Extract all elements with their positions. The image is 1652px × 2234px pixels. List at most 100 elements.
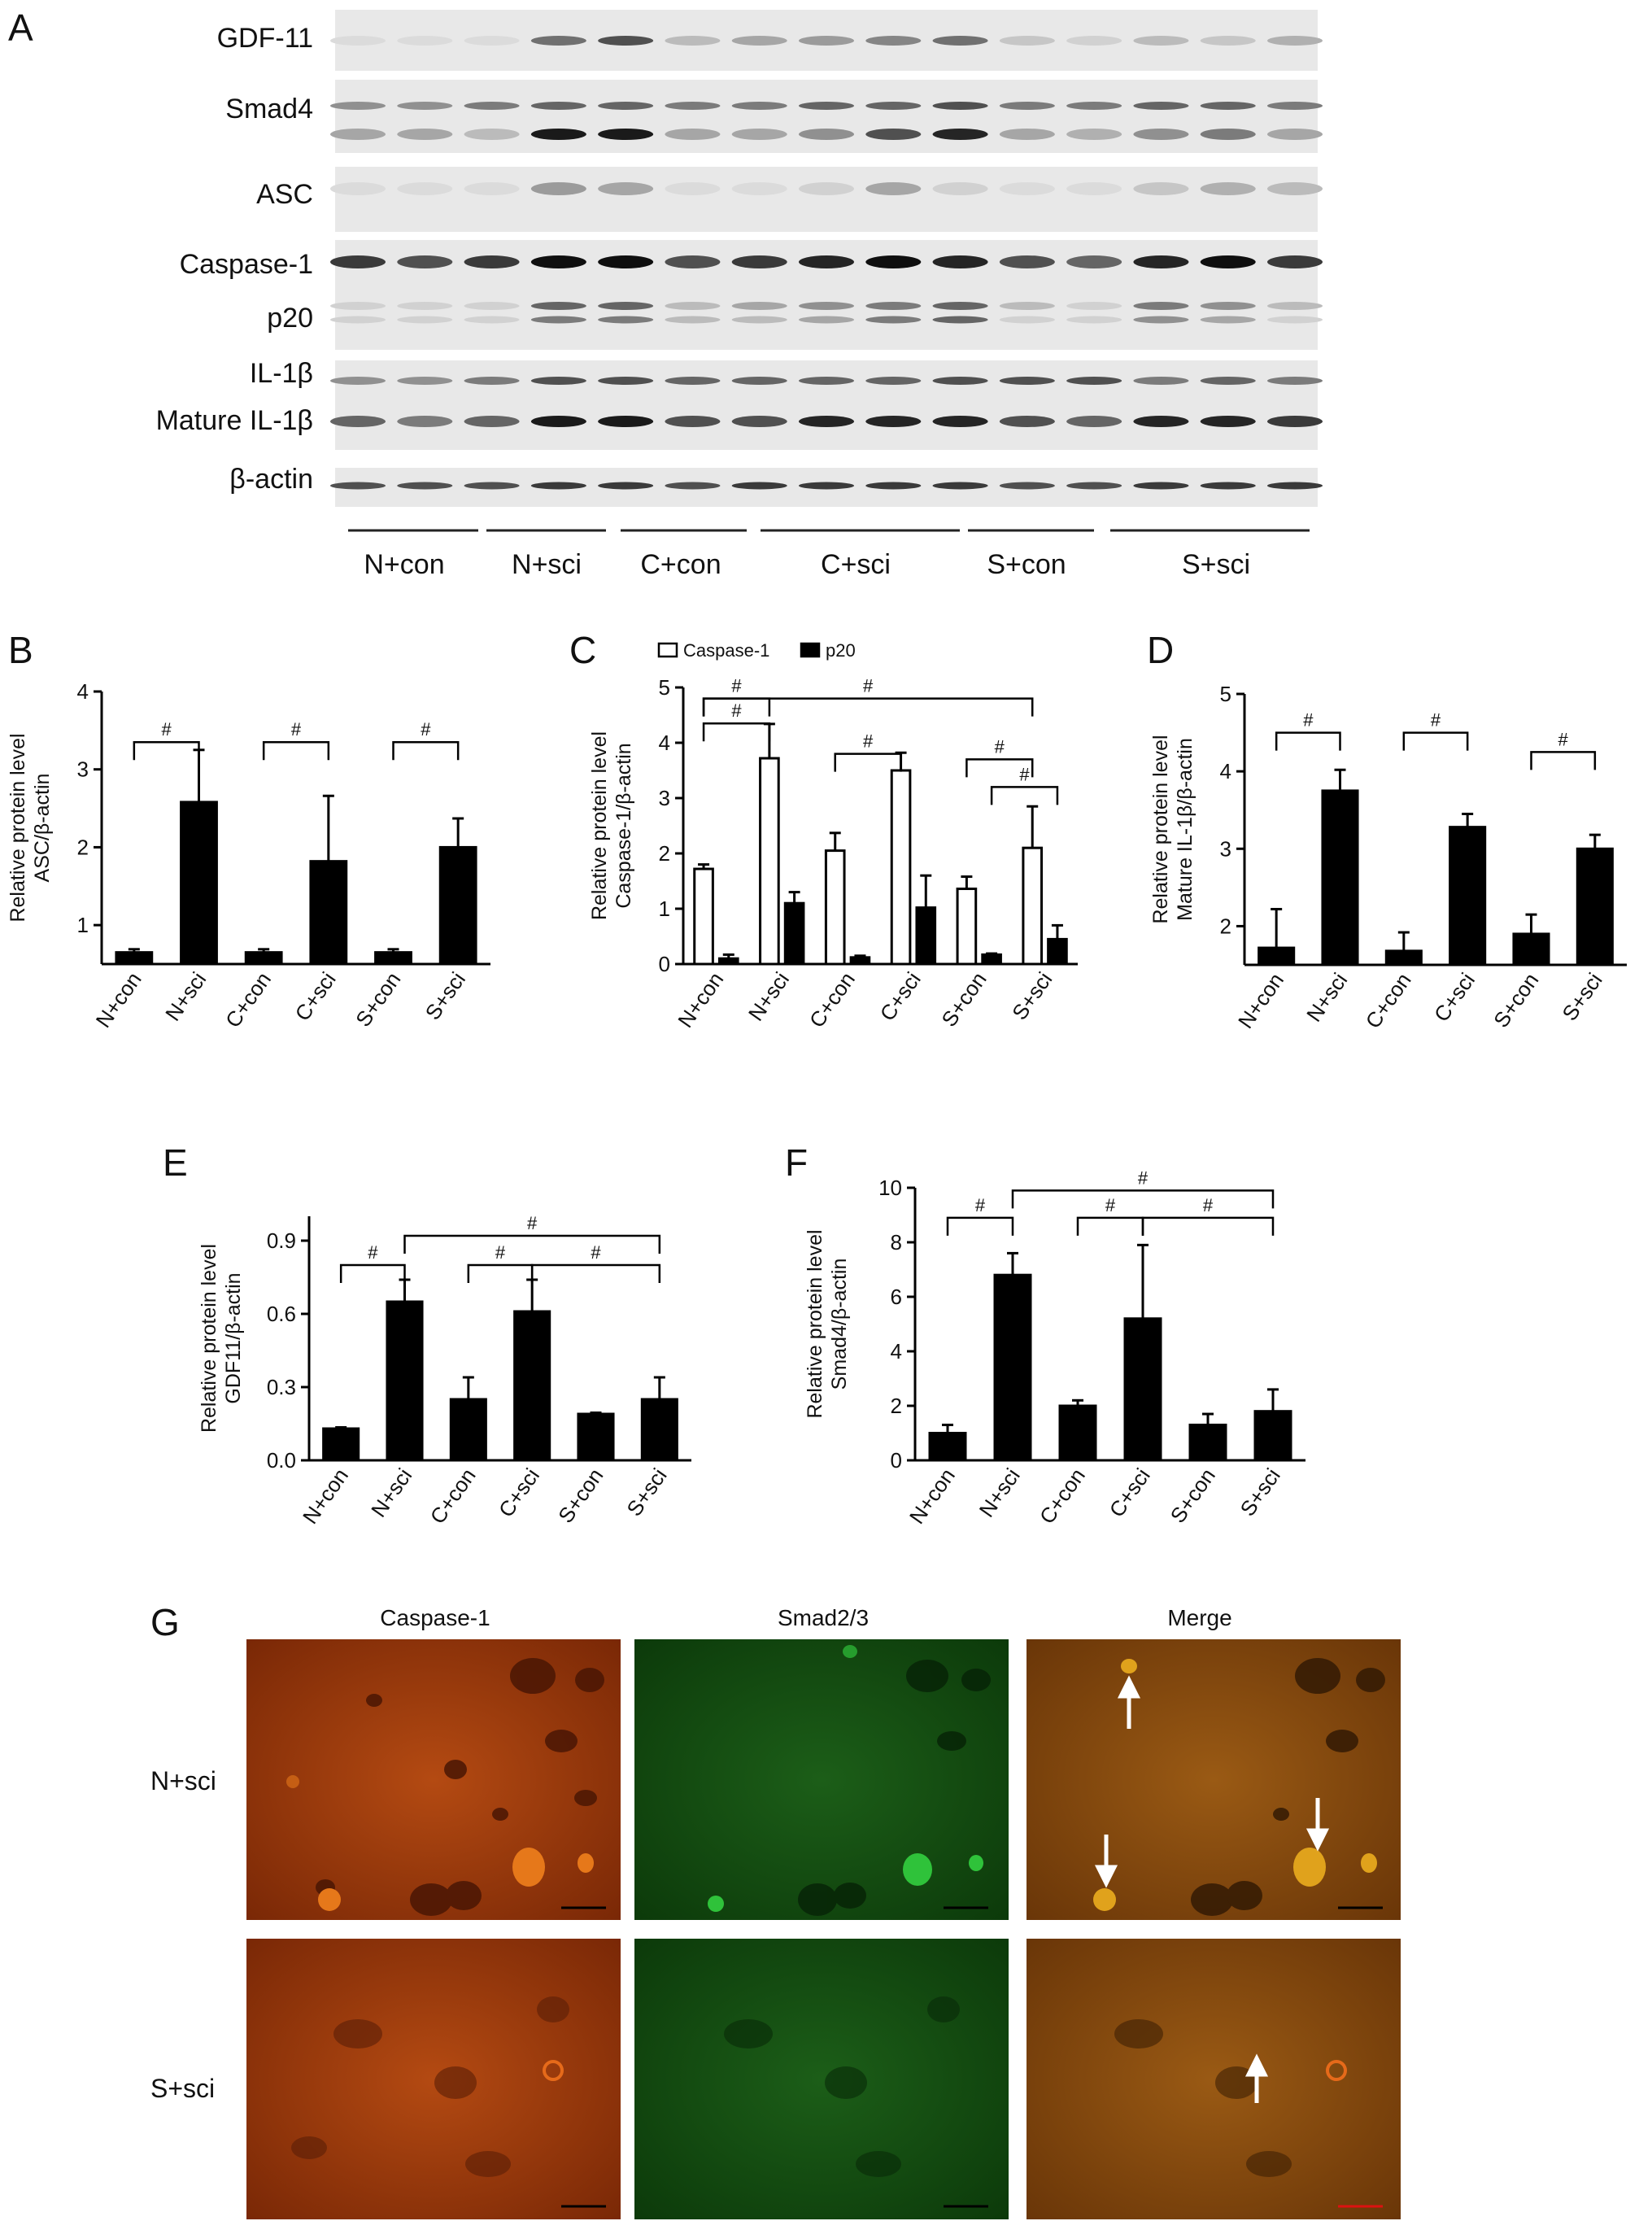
blot-band (598, 416, 654, 427)
significance-marker: # (1558, 729, 1569, 749)
blot-band (865, 102, 922, 110)
blot-band (330, 302, 386, 310)
bar (783, 901, 805, 966)
blot-band (665, 129, 721, 140)
x-tick-label: S+con (1489, 968, 1543, 1032)
blot-strips (330, 10, 1323, 507)
micrograph-cells (1326, 2060, 1347, 2081)
arrow-icon (1094, 1675, 1330, 1888)
y-tick-label: 4 (659, 731, 670, 755)
significance-marker: # (591, 1242, 601, 1263)
blot-band (330, 416, 386, 427)
blot-band (665, 316, 721, 324)
bar (1258, 946, 1296, 966)
bar (1449, 826, 1487, 966)
blot-band (799, 302, 854, 310)
micrograph-s-sci-smad23 (634, 1939, 1009, 2219)
panel-letter-g: G (150, 1601, 180, 1643)
group-label-s-con: S+con (987, 549, 1066, 580)
blot-band (799, 36, 854, 46)
x-tick-label: S+con (936, 967, 991, 1031)
panel-letter-f: F (785, 1141, 808, 1184)
blot-band (530, 182, 586, 195)
blot-band (464, 482, 520, 490)
x-tick-label: C+con (1361, 968, 1416, 1032)
bar (956, 888, 978, 966)
group-label-c-con: C+con (640, 549, 721, 580)
bar (890, 769, 912, 966)
bar (981, 953, 1002, 966)
blot-band (1200, 255, 1256, 268)
blot-band (598, 102, 654, 110)
bar (374, 951, 412, 966)
x-tick-label: S+con (1166, 1464, 1220, 1527)
bar (928, 1432, 967, 1462)
y-tick-label: 2 (891, 1394, 902, 1418)
blot-band (932, 129, 988, 140)
blot-band (799, 316, 854, 324)
blot-band (799, 129, 854, 140)
y-tick-label: 2 (77, 835, 89, 859)
blot-band (397, 182, 453, 195)
x-tick-label: S+sci (1007, 967, 1057, 1024)
blot-band (665, 36, 721, 46)
bar (1123, 1317, 1162, 1462)
bar (577, 1412, 615, 1462)
blot-band (932, 482, 988, 490)
bar (1022, 846, 1044, 966)
blot-band (865, 182, 922, 195)
significance-marker: # (1203, 1195, 1214, 1215)
row-label-s-sci: S+sci (150, 2074, 215, 2103)
significance-marker: # (291, 719, 302, 740)
y-tick-label: 3 (77, 757, 89, 782)
blot-band (1066, 255, 1122, 268)
blot-band (598, 482, 654, 490)
column-title-merge: Merge (1167, 1605, 1231, 1630)
y-tick-label: 6 (891, 1285, 902, 1309)
blot-band (598, 377, 654, 385)
bar (438, 845, 477, 966)
bar (1512, 932, 1550, 966)
bar (759, 757, 780, 966)
chart-b: B 1 2 3 4 Relative protein levelASC/β-actin N… (7, 629, 490, 1032)
blot-band (999, 377, 1055, 385)
panel-letter-c: C (569, 629, 596, 671)
blot-band (999, 302, 1055, 310)
blot-band (397, 416, 453, 427)
blot-band (330, 102, 386, 110)
blot-band (665, 377, 721, 385)
group-label-s-sci: S+sci (1182, 549, 1250, 580)
blot-band (799, 255, 854, 268)
x-tick-label: N+sci (743, 967, 794, 1025)
blot-band (1133, 129, 1189, 140)
column-title-smad23: Smad2/3 (778, 1605, 869, 1630)
blot-band (1066, 482, 1122, 490)
y-axis-title: Relative protein levelCaspase-1/β-actin (588, 731, 635, 920)
x-tick-label: C+sci (875, 967, 926, 1025)
significance-bracket (702, 697, 1034, 717)
blot-band (932, 416, 988, 427)
blot-band (1267, 302, 1323, 310)
micrograph-cells (286, 1775, 594, 1911)
legend-swatch (657, 642, 678, 658)
panel-a-western-blot: A GDF-11 Smad4 ASC Caspase-1 p20 IL-1β M… (8, 7, 1323, 580)
blot-band (1267, 255, 1323, 268)
significance-marker: # (368, 1242, 378, 1263)
row-label-n-sci: N+sci (150, 1766, 216, 1795)
blot-band (464, 316, 520, 324)
x-tick-label: N+sci (1301, 968, 1352, 1026)
blot-band (1200, 36, 1256, 46)
blot-band (932, 377, 988, 385)
significance-bracket (339, 1263, 406, 1283)
bar (513, 1310, 551, 1462)
panel-letter-a: A (8, 7, 33, 49)
blot-strip-gdf11 (330, 10, 1323, 71)
x-tick-label: N+con (298, 1464, 353, 1528)
blot-band (932, 36, 988, 46)
panel-letter-e: E (163, 1141, 188, 1184)
blot-band (530, 377, 586, 385)
x-tick-label: C+sci (1429, 968, 1480, 1026)
blot-band (865, 255, 922, 268)
label-caspase1: Caspase-1 (180, 249, 313, 280)
legend-label: p20 (826, 640, 856, 661)
